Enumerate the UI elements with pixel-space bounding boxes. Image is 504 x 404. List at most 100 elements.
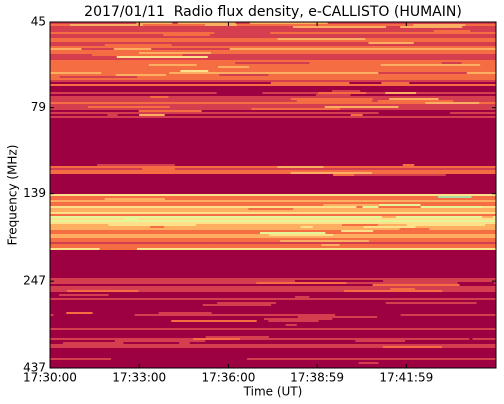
- spectrogram-row: [50, 72, 496, 74]
- spectrogram-row: [50, 280, 496, 282]
- spectrogram-texture: [173, 304, 189, 306]
- spectrogram-row: [50, 236, 496, 238]
- spectrogram-texture: [69, 32, 162, 34]
- spectrogram-row: [50, 224, 496, 226]
- spectrogram-row: [50, 310, 496, 312]
- spectrogram-texture: [268, 320, 319, 322]
- spectrogram-row: [50, 68, 496, 70]
- spectrogram-texture: [104, 44, 172, 46]
- spectrogram-texture: [217, 302, 277, 304]
- spectrogram-texture: [177, 22, 236, 24]
- spectrogram-row: [50, 168, 496, 170]
- spectrogram-texture: [169, 28, 256, 30]
- spectrogram-texture: [251, 108, 340, 110]
- spectrogram-row: [50, 96, 496, 98]
- spectrogram-texture: [289, 296, 351, 298]
- spectrogram-texture: [70, 364, 166, 366]
- spectrogram-texture: [124, 218, 138, 220]
- spectrogram-texture: [414, 222, 448, 224]
- spectrogram-row: [50, 294, 496, 296]
- spectrogram-texture: [205, 24, 237, 26]
- spectrogram-row: [50, 242, 496, 244]
- spectrogram-texture: [67, 354, 115, 356]
- spectrogram-texture: [342, 224, 378, 226]
- spectrogram-texture: [409, 82, 481, 84]
- spectrogram-texture: [368, 42, 414, 44]
- spectrogram-texture: [133, 324, 184, 326]
- spectrogram-texture: [208, 300, 226, 302]
- spectrogram-texture: [115, 94, 180, 96]
- spectrogram-texture: [107, 114, 118, 116]
- spectrogram-texture: [62, 342, 124, 344]
- spectrogram-texture: [295, 296, 310, 298]
- spectrogram-texture: [292, 26, 387, 28]
- spectrogram-row: [50, 204, 496, 206]
- spectrogram-texture: [382, 346, 443, 348]
- spectrogram-row: [50, 78, 496, 80]
- spectrogram-texture: [362, 206, 379, 208]
- spectrogram-texture: [146, 196, 244, 198]
- spectrogram-row: [50, 106, 496, 108]
- spectrogram-texture: [53, 314, 135, 316]
- spectrogram-texture: [139, 52, 211, 54]
- spectrogram-row: [50, 194, 496, 196]
- spectrogram-row: [50, 56, 496, 58]
- spectrogram-texture: [385, 302, 477, 304]
- spectrogram-texture: [294, 280, 384, 282]
- spectrogram-texture: [202, 304, 272, 306]
- spectrogram-row: [50, 104, 496, 106]
- spectrogram-texture: [81, 48, 114, 50]
- spectrogram-texture: [249, 22, 328, 24]
- spectrogram-texture: [104, 198, 165, 200]
- spectrogram-texture: [400, 26, 463, 28]
- spectrogram-texture: [274, 336, 310, 338]
- spectrogram-row: [50, 116, 496, 118]
- spectrogram-row: [50, 220, 496, 222]
- spectrogram-row: [50, 308, 496, 310]
- spectrogram-row: [50, 322, 496, 324]
- spectrogram-texture: [235, 62, 310, 64]
- spectrogram-row: [50, 332, 496, 334]
- spectrogram-texture: [236, 222, 308, 224]
- spectrogram-texture: [151, 48, 230, 50]
- spectrogram-row: [50, 100, 496, 102]
- spectrogram-texture: [368, 204, 421, 206]
- spectrogram-texture: [158, 312, 212, 314]
- spectrogram-texture: [114, 340, 206, 342]
- spectrogram-texture: [399, 312, 480, 314]
- spectrogram-row: [50, 86, 496, 88]
- spectrogram-row: [50, 338, 496, 340]
- spectrogram-texture: [288, 328, 379, 330]
- spectrogram-row: [50, 200, 496, 202]
- spectrogram-row: [50, 88, 496, 90]
- spectrogram-texture: [406, 224, 486, 226]
- spectrogram-texture: [356, 206, 421, 208]
- spectrogram-row: [50, 46, 496, 48]
- spectrogram-texture: [224, 44, 242, 46]
- spectrogram-texture: [389, 98, 439, 100]
- spectrogram-texture: [214, 98, 257, 100]
- spectrogram-row: [50, 354, 496, 356]
- spectrogram-row: [50, 42, 496, 44]
- spectrogram-texture: [270, 82, 350, 84]
- spectrogram-texture: [323, 80, 355, 82]
- spectrogram-texture: [285, 324, 297, 326]
- spectrogram-texture: [92, 54, 183, 56]
- spectrogram-texture: [378, 72, 467, 74]
- spectrogram-row: [50, 48, 496, 50]
- y-tick-label: 45: [31, 15, 46, 29]
- spectrogram-texture: [217, 66, 250, 68]
- spectrogram-texture: [441, 62, 462, 64]
- spectrogram-texture: [380, 64, 481, 66]
- spectrogram-texture: [167, 32, 184, 34]
- spectrogram-row: [50, 52, 496, 54]
- spectrogram-texture: [413, 216, 460, 218]
- spectrogram-row: [50, 112, 496, 114]
- spectrogram-row: [50, 198, 496, 200]
- spectrogram-texture: [358, 362, 379, 364]
- spectrogram-row: [50, 210, 496, 212]
- spectrogram-texture: [260, 232, 326, 234]
- spectrogram-row: [50, 230, 496, 232]
- spectrogram-row: [50, 50, 496, 52]
